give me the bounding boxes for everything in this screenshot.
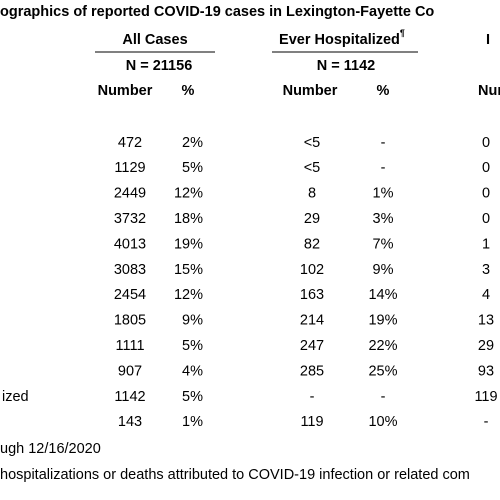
cell: 2% [182,135,203,151]
cell: 472 [118,135,142,151]
cell: 5% [182,338,203,354]
cell: 12% [174,186,203,202]
cell: 0 [482,211,490,227]
cell: 3732 [114,211,146,227]
cell: 14% [368,287,397,303]
cell: 1% [182,414,203,430]
column-header: Num [478,83,500,99]
cell: 8 [308,186,316,202]
cell: 907 [118,363,142,379]
group-header: All Cases [122,32,187,48]
cell: - [484,414,489,430]
row-label: ized [2,389,29,405]
cell: 29 [304,211,320,227]
cell: 285 [300,363,324,379]
title: ographics of reported COVID-19 cases in … [0,4,434,20]
cell: 13 [478,313,494,329]
cell: 12% [174,287,203,303]
cell: 1% [373,186,394,202]
cell: 1 [482,236,490,252]
cell: 4 [482,287,490,303]
footnote-mark: ¶ [400,28,405,38]
cell: 22% [368,338,397,354]
cell: 119 [300,414,323,430]
cell: 3083 [114,262,146,278]
cell: 5% [182,389,203,405]
cell: - [381,389,386,405]
group-label: I [486,32,490,48]
column-header: Number [98,83,153,99]
cell: 214 [300,313,324,329]
column-header: Number [283,83,338,99]
group-label: Ever Hospitalized [279,32,400,48]
footnote: ugh 12/16/2020 [0,441,101,457]
cell: 19% [174,236,203,252]
column-header: % [182,83,195,99]
cell: 4% [182,363,203,379]
cell: - [310,389,315,405]
cell: - [381,135,386,151]
cell: 7% [373,236,394,252]
cell: 2449 [114,186,146,202]
cell: 2454 [114,287,146,303]
cell: 10% [368,414,397,430]
cell: 9% [373,262,394,278]
cell: 0 [482,135,490,151]
cell: - [381,160,386,176]
cell: 1142 [114,389,145,405]
cell: 163 [300,287,324,303]
cell: 5% [182,160,203,176]
cell: 119 [474,389,497,405]
group-n: N = 1142 [317,58,375,74]
cell: 3% [373,211,394,227]
cell: 0 [482,160,490,176]
cell: 3 [482,262,490,278]
cell: 19% [368,313,397,329]
group-n: N = 21156 [126,58,193,74]
cell: 18% [174,211,203,227]
cell: 143 [118,414,142,430]
column-header: % [377,83,390,99]
group-label: All Cases [122,32,187,48]
group-header: Ever Hospitalized¶ [279,28,405,47]
cell: 0 [482,186,490,202]
cell: 93 [478,363,494,379]
cell: 1805 [114,313,146,329]
cell: 4013 [114,236,146,252]
cell: 1111 [115,338,144,354]
cell: 9% [182,313,203,329]
cell: <5 [304,135,321,151]
cell: 102 [300,262,324,278]
group-header: I [486,32,490,48]
cell: 1129 [114,160,145,176]
cell: 25% [368,363,397,379]
cell: 29 [478,338,494,354]
cell: 15% [174,262,203,278]
cell: 82 [304,236,320,252]
footnote: hospitalizations or deaths attributed to… [0,467,470,483]
cell: <5 [304,160,321,176]
cell: 247 [300,338,324,354]
